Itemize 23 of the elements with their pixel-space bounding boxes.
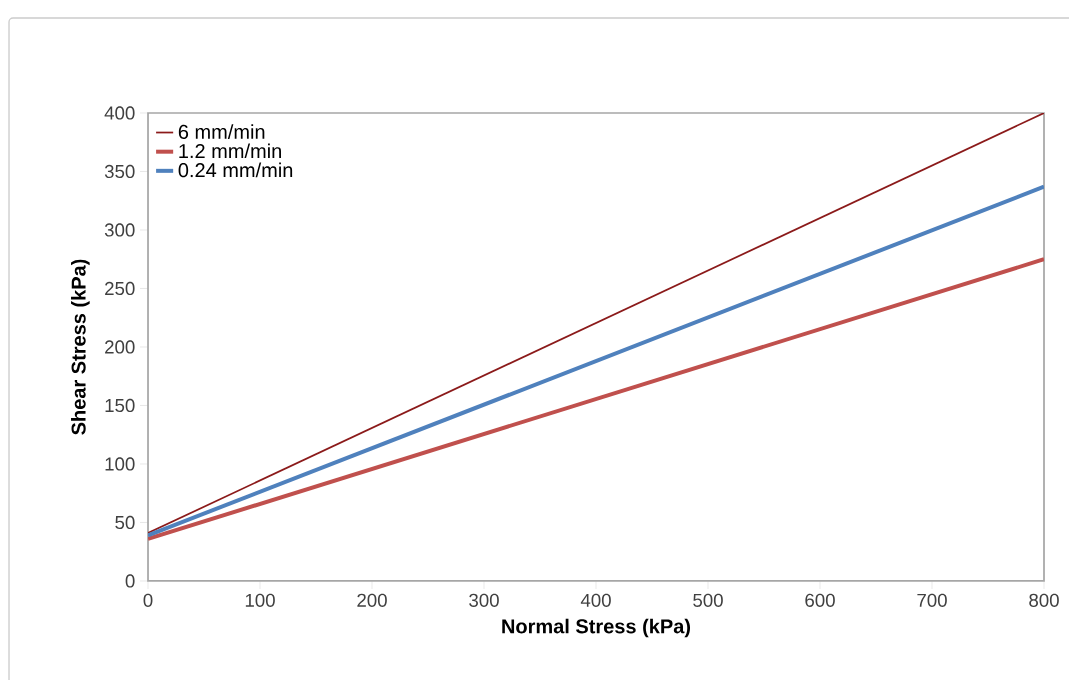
y-tick-label: 400 [104, 106, 135, 120]
y-tick-label: 350 [104, 164, 135, 179]
x-tick-label: 300 [469, 593, 499, 607]
x-tick-label: 100 [245, 593, 275, 607]
x-tick-label: 500 [693, 593, 723, 607]
y-tick-label: 200 [105, 340, 135, 354]
x-tick-label: 200 [357, 593, 387, 607]
x-tick-label: 400 [580, 593, 611, 607]
y-tick-label: 300 [104, 223, 135, 237]
x-tick-label: 0 [143, 593, 153, 607]
x-tick-label: 700 [917, 593, 947, 607]
legend-label: 1.2 mm/min [179, 143, 281, 159]
y-tick-label: 0 [125, 574, 135, 588]
y-tick-label: 250 [105, 281, 135, 296]
x-tick-label: 600 [805, 593, 835, 607]
legend-label: 6 mm/min [178, 124, 265, 139]
y-tick-label: 100 [105, 457, 135, 471]
y-tick-label: 150 [105, 398, 135, 413]
y-axis-title: Shear Stress (kPa) [71, 259, 90, 435]
x-tick-label: 800 [1029, 593, 1059, 607]
y-tick-label: 50 [115, 515, 135, 530]
legend-label: 0.24 mm/min [178, 162, 293, 178]
x-axis-title: Normal Stress (kPa) [502, 618, 691, 638]
